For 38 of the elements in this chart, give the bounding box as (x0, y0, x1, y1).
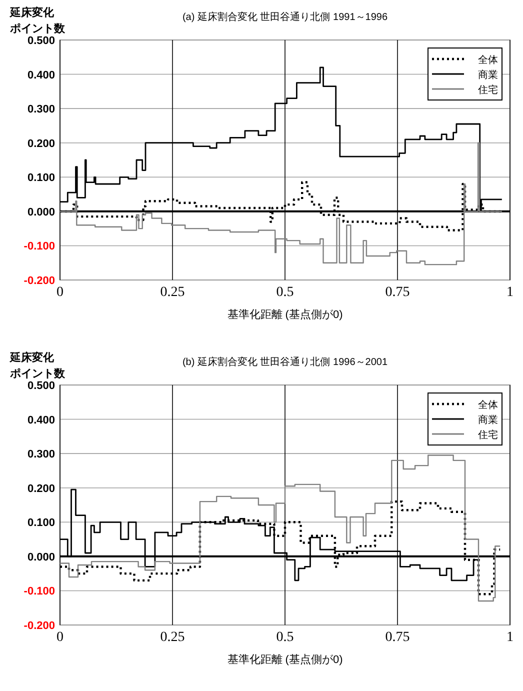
chart-title: (a) 延床割合変化 世田谷通り北側 1991～1996 (182, 11, 388, 23)
x-tick-label: 0.25 (160, 285, 185, 300)
y-tick-label: -0.100 (24, 586, 55, 598)
y-tick-label: -0.200 (24, 275, 55, 287)
x-axis-title: 基準化距離 (基点側が0) (227, 653, 343, 666)
y-tick-label: 0.200 (27, 138, 55, 150)
y-axis-title: 延床変化ポイント数 (9, 351, 66, 380)
y-tick-label: -0.200 (24, 620, 55, 632)
y-tick-label: 0.400 (27, 414, 55, 426)
y-tick-label: 0.200 (27, 482, 55, 495)
x-tick-label: 0.5 (276, 285, 294, 300)
legend-label: 住宅 (478, 429, 498, 441)
y-tick-label: 0.000 (27, 551, 55, 564)
y-tick-label: 0.500 (27, 380, 55, 392)
y-axis-title: 延床変化ポイント数 (9, 6, 66, 35)
x-tick-label: 0.5 (276, 630, 294, 645)
y-tick-label: 0.400 (27, 69, 55, 82)
x-tick-label: 0.25 (160, 630, 185, 645)
y-tick-label: 0.300 (27, 104, 55, 116)
y-tick-label: -0.100 (24, 240, 55, 253)
legend-label: 商業 (478, 69, 498, 81)
legend-label: 住宅 (478, 84, 498, 96)
x-tick-label: 1 (506, 285, 514, 300)
x-tick-label: 0 (56, 630, 64, 645)
y-tick-label: 0.500 (27, 35, 55, 47)
legend-label: 商業 (478, 414, 498, 426)
x-tick-label: 0.75 (385, 285, 410, 300)
y-tick-label: 0.100 (27, 517, 55, 530)
x-tick-label: 0.75 (385, 630, 410, 645)
y-tick-label: 0.300 (27, 448, 55, 461)
y-tick-label: 0.000 (27, 206, 55, 218)
legend-label: 全体 (478, 54, 498, 66)
x-tick-label: 0 (56, 285, 64, 300)
legend-label: 全体 (478, 399, 498, 411)
x-axis-title: 基準化距離 (基点側が0) (227, 308, 343, 321)
chart-title: (b) 延床割合変化 世田谷通り北側 1996～2001 (182, 356, 388, 368)
x-tick-label: 1 (506, 630, 514, 645)
y-tick-label: 0.100 (27, 172, 55, 184)
